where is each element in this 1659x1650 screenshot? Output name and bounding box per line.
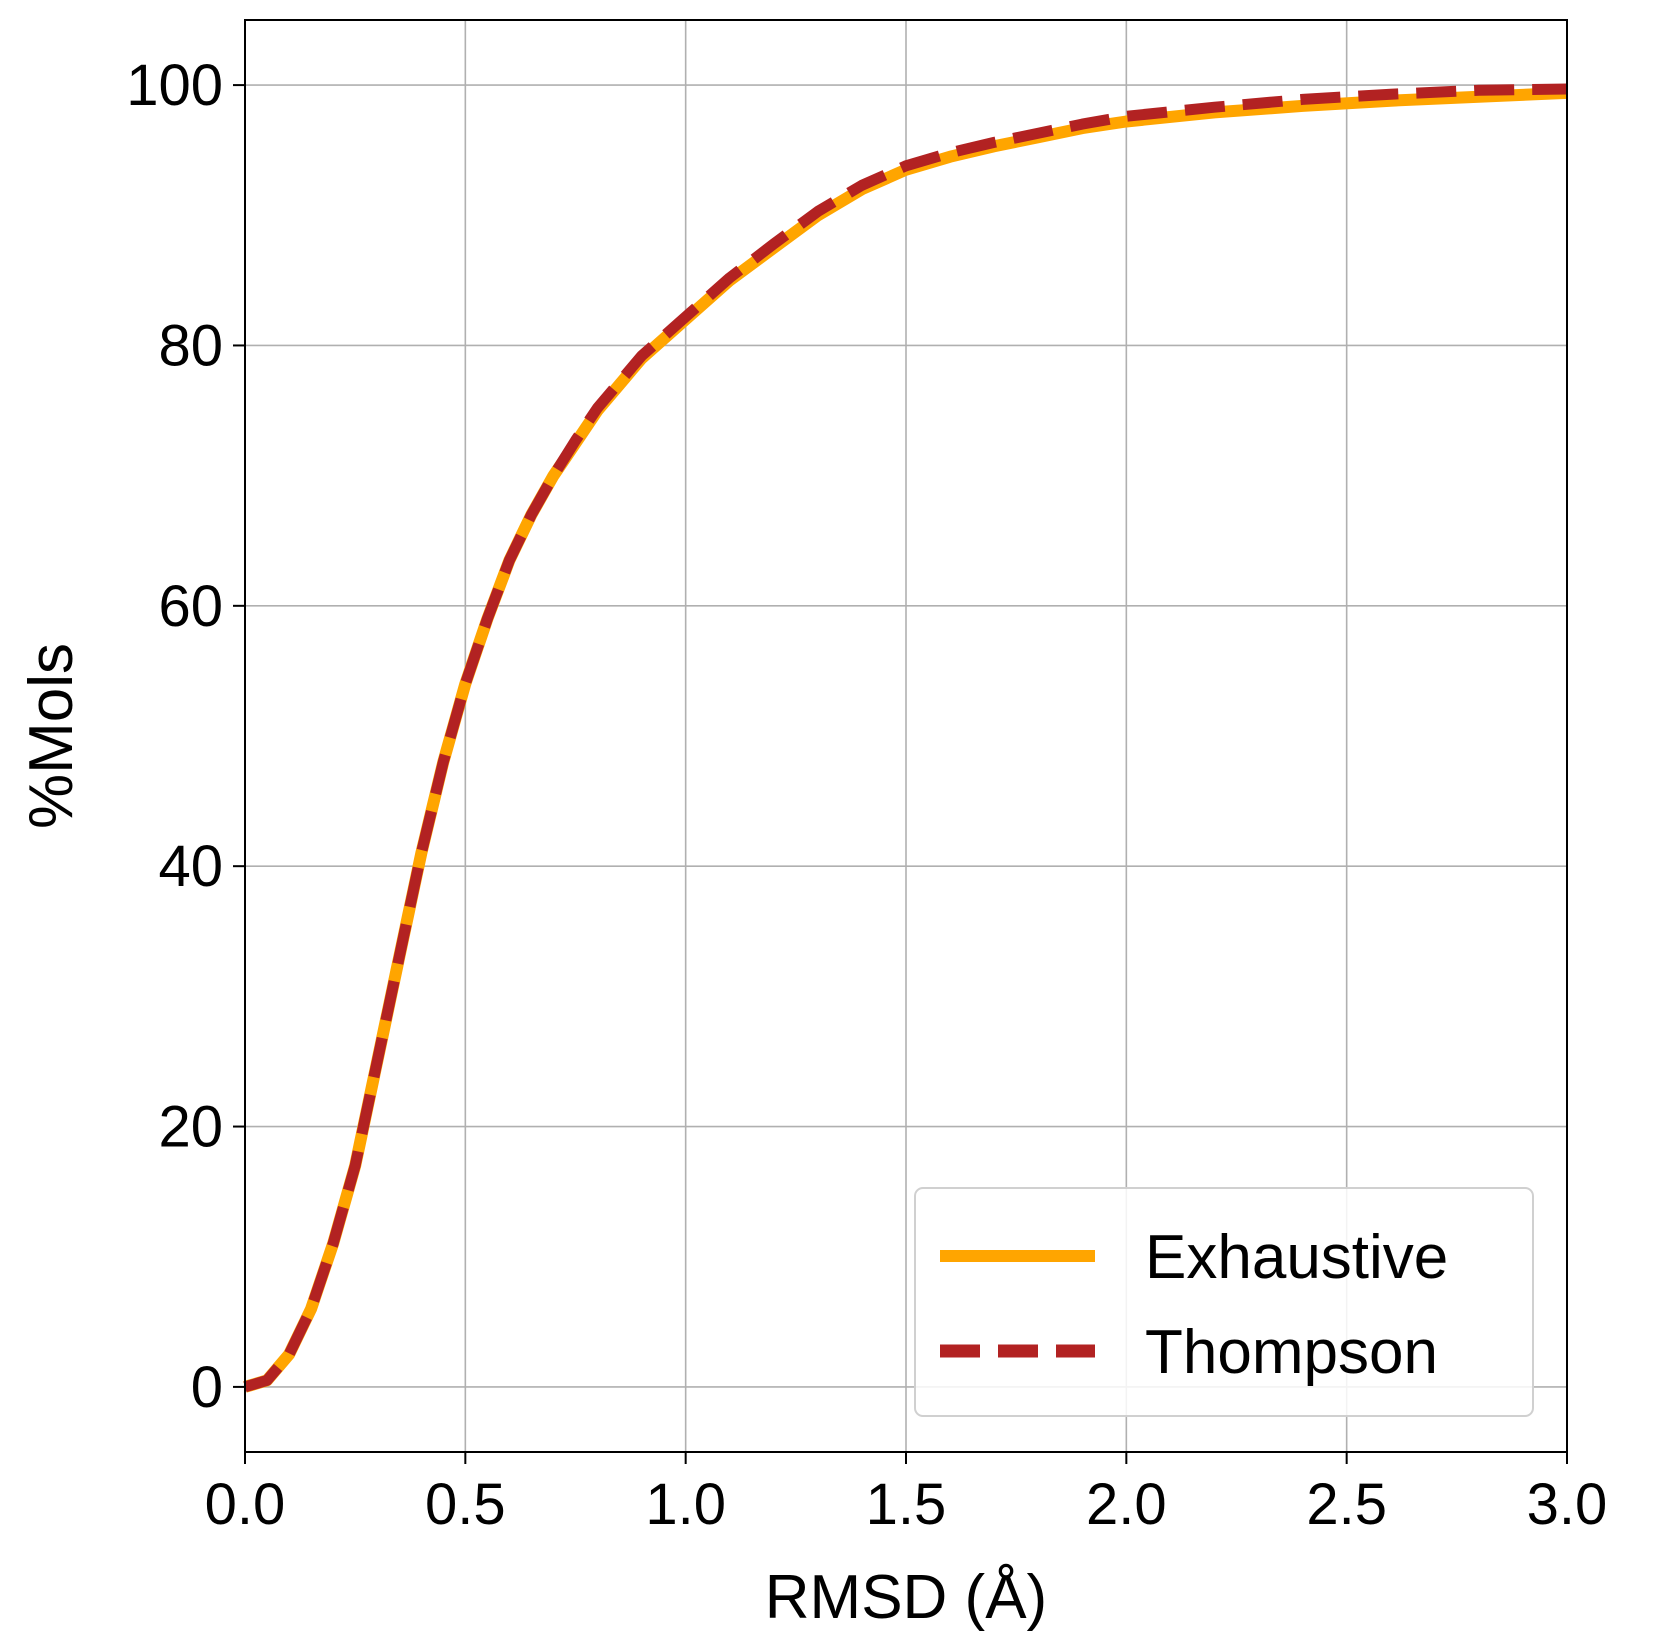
legend-label-exhaustive: Exhaustive [1145, 1223, 1448, 1292]
legend-label-thompson: Thompson [1145, 1318, 1438, 1387]
x-tick-label: 3.0 [1527, 1472, 1608, 1537]
y-tick-label: 0 [191, 1355, 223, 1420]
y-tick-label: 60 [158, 574, 223, 639]
grid [244, 20, 1568, 1452]
y-tick-label: 40 [158, 834, 223, 899]
legend: Exhaustive Thompson [914, 1187, 1534, 1417]
x-tick-label: 2.0 [1086, 1472, 1167, 1537]
x-tick-label: 1.5 [866, 1472, 947, 1537]
x-tick-label: 0.5 [425, 1472, 506, 1537]
y-tick-label: 20 [158, 1095, 223, 1160]
series-line-thompson [243, 83, 1568, 1393]
y-tick-label: 100 [126, 53, 223, 118]
x-tick-label: 2.5 [1306, 1472, 1387, 1537]
x-axis-label: RMSD (Å) [765, 1563, 1047, 1632]
y-axis-label: %Mols [17, 643, 86, 829]
legend-box [914, 1187, 1534, 1417]
y-tick-label: 80 [158, 313, 223, 378]
x-tick-label: 1.0 [645, 1472, 726, 1537]
axis-ticks: 0.0 0.5 1.0 1.5 2.0 2.5 3.0 0 20 40 60 80 100 [126, 53, 1607, 1537]
series-lines [243, 83, 1568, 1393]
x-tick-label: 0.0 [205, 1472, 286, 1537]
